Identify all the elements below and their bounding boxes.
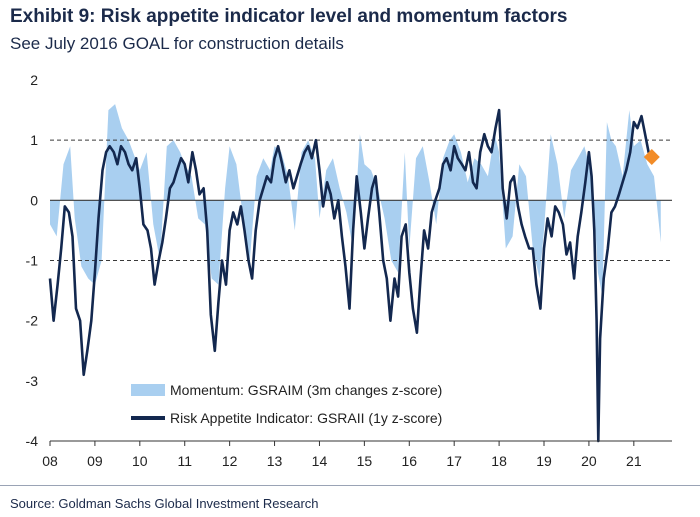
- footer-divider: [0, 485, 700, 486]
- x-tick-label: 14: [312, 453, 328, 469]
- y-tick-label: -2: [26, 313, 39, 329]
- latest-value-marker: [643, 149, 660, 166]
- x-tick-label: 15: [357, 453, 373, 469]
- x-tick-label: 18: [491, 453, 507, 469]
- x-tick-label: 20: [581, 453, 597, 469]
- chart-canvas: 210-1-2-3-4 08 09 10 11 12 13 14 15 16 17 18 19 20 21…: [26, 72, 672, 469]
- y-axis-ticks: 2 1 0 -1 -2 -3 -4: [26, 72, 39, 449]
- latest-value-diamond: [643, 149, 660, 166]
- y-tick-label: 0: [30, 192, 38, 208]
- source-note: Source: Goldman Sachs Global Investment …: [10, 496, 319, 511]
- chart-title: Exhibit 9: Risk appetite indicator level…: [10, 6, 568, 27]
- legend: Momentum: GSRAIM (3m changes z-score) Ri…: [131, 382, 442, 426]
- indicator-line: [48, 108, 653, 443]
- x-tick-label: 08: [42, 453, 58, 469]
- y-tick-label: -1: [26, 253, 39, 269]
- y-tick-label: -3: [26, 373, 39, 389]
- indicator-line-series: [48, 108, 653, 443]
- reference-lines: [50, 139, 672, 261]
- x-tick-label: 17: [446, 453, 462, 469]
- x-tick-label: 19: [536, 453, 552, 469]
- x-tick-label: 12: [222, 453, 238, 469]
- x-tick-label: 21: [626, 453, 642, 469]
- x-axis-ticks: 08 09 10 11 12 13 14 15 16 17 18 19 20 21: [42, 440, 672, 469]
- legend-label-indicator: Risk Appetite Indicator: GSRAII (1y z-sc…: [170, 410, 442, 426]
- x-tick-label: 16: [401, 453, 417, 469]
- y-tick-label: 2: [30, 72, 38, 88]
- y-tick-label: -4: [26, 433, 39, 449]
- x-tick-label: 11: [177, 453, 192, 469]
- x-tick-label: 13: [267, 453, 283, 469]
- legend-swatch-momentum: [131, 384, 165, 396]
- x-tick-label: 09: [87, 453, 103, 469]
- x-tick-label: 10: [132, 453, 148, 469]
- y-tick-label: 1: [30, 132, 38, 148]
- chart-subtitle: See July 2016 GOAL for construction deta…: [10, 34, 344, 53]
- legend-label-momentum: Momentum: GSRAIM (3m changes z-score): [170, 382, 442, 398]
